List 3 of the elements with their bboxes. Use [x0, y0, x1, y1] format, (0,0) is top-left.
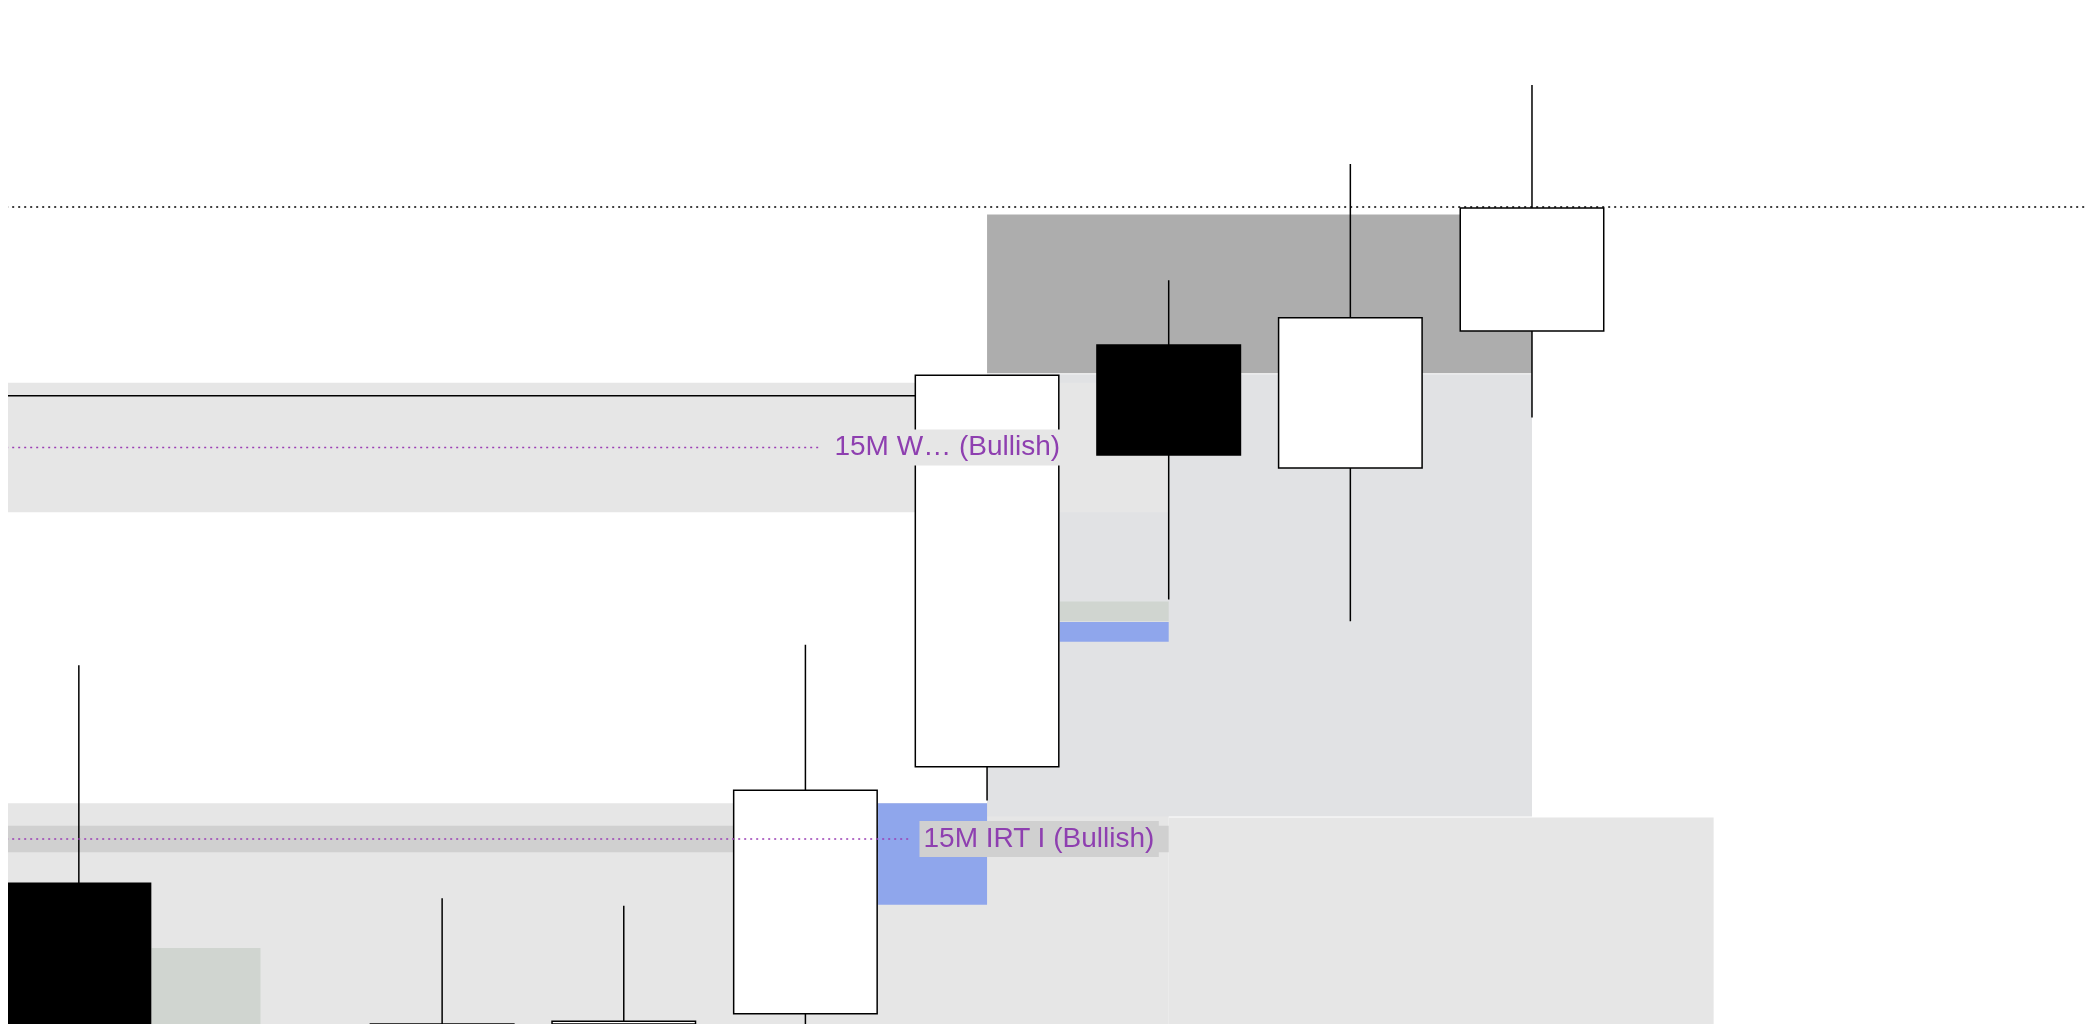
- candlestick: [369, 897, 515, 1024]
- band-label: 15M W… (Bullish): [834, 430, 1061, 462]
- band-label: 15M IRT I (Bullish): [923, 821, 1155, 853]
